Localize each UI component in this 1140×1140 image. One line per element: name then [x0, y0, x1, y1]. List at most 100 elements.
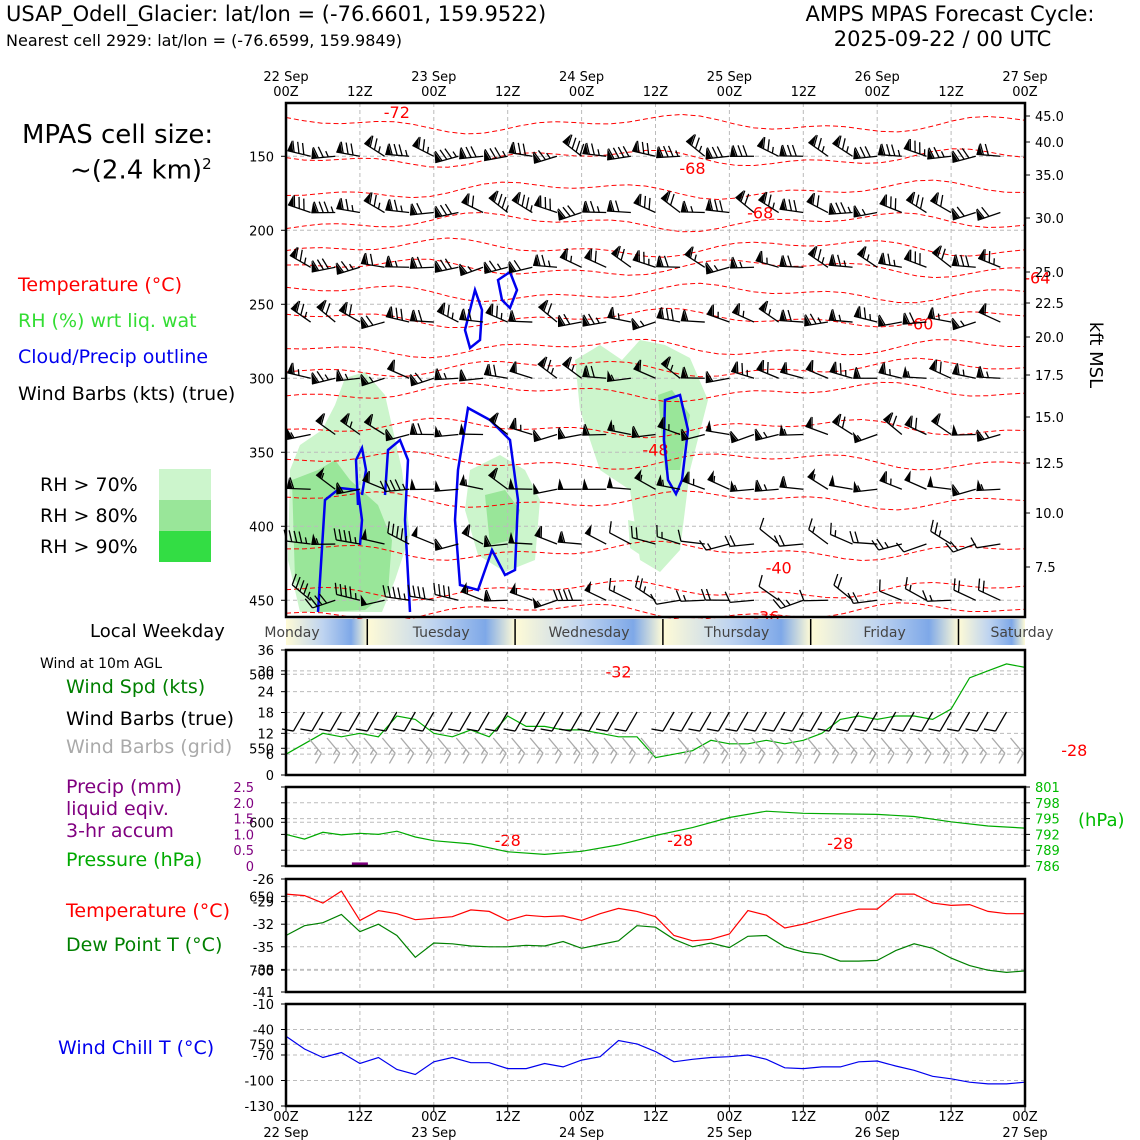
barb-full: [304, 598, 314, 609]
barb-shaft: [833, 584, 853, 601]
barb-full: [951, 484, 960, 495]
barb-shaft: [695, 737, 710, 754]
wind-barb-profile: [975, 206, 1001, 221]
barb-half: [349, 421, 353, 428]
height-tick-label: 25.0: [1035, 266, 1064, 281]
barb-flag: [730, 480, 737, 492]
barb-full: [435, 260, 443, 272]
barb-shaft: [477, 711, 490, 732]
barb-full: [956, 149, 965, 160]
barb-full: [855, 367, 861, 379]
wind-barb-profile: [705, 262, 730, 275]
barb-full: [312, 147, 319, 159]
barb-half: [290, 432, 295, 439]
barb-half: [905, 749, 910, 756]
wind-barb-profile: [779, 144, 804, 157]
wind-barb-profile: [363, 413, 385, 436]
wind-barb-profile: [799, 589, 828, 602]
barb-shaft: [338, 309, 361, 323]
barb-full: [411, 256, 418, 269]
barb-full: [394, 479, 401, 491]
barb-full: [579, 143, 585, 156]
barb-full: [635, 527, 638, 540]
barb-full: [558, 427, 566, 438]
barb-shaft: [853, 541, 878, 545]
barb-full: [706, 370, 714, 382]
wind-barb-profile: [930, 519, 952, 545]
wind-barb-true: [836, 711, 860, 732]
barb-full: [811, 360, 814, 372]
barb-full: [767, 139, 770, 152]
wind-barb-true: [355, 711, 379, 732]
barb-shaft: [336, 207, 361, 214]
barb-full: [496, 305, 499, 318]
barb-full: [577, 728, 590, 732]
barb-flag: [488, 190, 498, 202]
barb-flag: [409, 478, 416, 490]
barb-half: [1016, 749, 1021, 756]
pressure-tick-label: 300: [249, 372, 274, 387]
barb-shaft: [680, 540, 705, 545]
barb-flag: [853, 480, 860, 492]
barb-full: [355, 728, 368, 732]
barb-half: [591, 749, 596, 756]
wind-barb-profile: [878, 579, 903, 601]
wind-barb-profile: [561, 356, 582, 379]
barb-half: [683, 749, 689, 756]
wind-barb-profile: [552, 589, 582, 602]
barb-half: [596, 206, 600, 213]
barb-flag: [829, 361, 836, 374]
barb-half: [812, 526, 816, 533]
barb-flag: [532, 430, 540, 442]
wind-barb-profile: [828, 474, 853, 490]
wind-barb-profile: [805, 416, 829, 436]
barb-full: [493, 364, 497, 377]
barb-full: [462, 308, 467, 321]
wind-barb-profile: [853, 367, 878, 379]
barb-shaft: [361, 321, 385, 330]
wind-barb-profile: [902, 312, 927, 325]
barb-shaft: [662, 711, 675, 732]
barb-full: [791, 144, 797, 157]
wind-barb-profile: [878, 362, 902, 379]
barb-full: [719, 200, 724, 212]
barb-shaft: [348, 711, 361, 732]
barb-full: [433, 582, 436, 595]
barb-flag: [562, 134, 572, 146]
barb-flag: [385, 199, 392, 211]
barb-full: [573, 752, 581, 764]
barb-flag: [757, 136, 764, 149]
barb-full: [886, 143, 891, 156]
barb-full: [919, 253, 921, 265]
top-hour-label: 12Z: [495, 85, 521, 100]
bottom-date-label: 25 Sep: [707, 1126, 752, 1140]
barb-full: [919, 197, 924, 209]
barb-full: [941, 248, 946, 261]
wind-barb-grid: [492, 737, 507, 764]
height-tick-label: 22.5: [1035, 297, 1064, 312]
wind-barb-profile: [434, 538, 459, 551]
wind-barb-profile: [660, 356, 681, 379]
temperature-contour: [285, 338, 1024, 359]
barb-full: [663, 417, 665, 429]
barb-full: [669, 728, 682, 732]
precip-tick-label: 0: [246, 860, 254, 875]
barb-half: [661, 531, 663, 539]
barb-full: [648, 197, 651, 210]
barb-full: [400, 308, 403, 321]
barb-shaft: [779, 486, 804, 490]
barb-full: [928, 728, 941, 732]
wind-barb-grid: [474, 737, 489, 764]
barb-flag: [902, 365, 909, 378]
wind-barb-profile: [656, 524, 681, 545]
wind-barb-profile: [976, 429, 1001, 442]
barb-shaft: [460, 266, 484, 277]
top-hour-label: 00Z: [273, 85, 299, 100]
wind-barb-true: [817, 711, 841, 732]
barb-full: [340, 141, 344, 154]
wind-barb-true: [946, 711, 971, 732]
barb-full: [300, 728, 313, 732]
barb-full: [417, 309, 423, 322]
wind-barb-profile: [287, 140, 311, 157]
wind-barb-grid: [326, 737, 341, 764]
